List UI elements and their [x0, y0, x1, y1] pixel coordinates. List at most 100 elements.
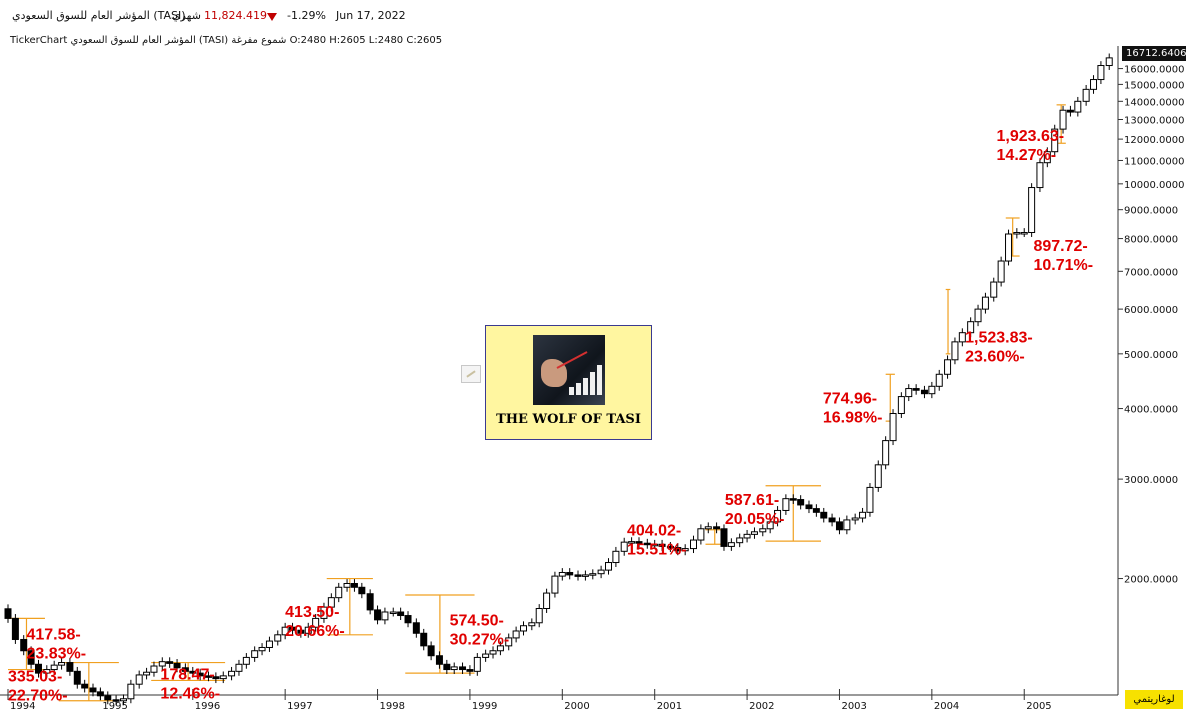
candle-body	[34, 663, 42, 674]
candle-body	[242, 656, 250, 665]
candle-body	[944, 359, 952, 375]
candle-body	[435, 655, 443, 665]
candle-body	[666, 545, 674, 549]
candle-body	[704, 526, 712, 530]
candle-body	[805, 504, 813, 510]
candle-body	[605, 562, 613, 571]
candle-body	[459, 666, 467, 671]
candle-body	[635, 541, 643, 544]
candle-body	[366, 593, 374, 611]
candle-body	[327, 597, 335, 608]
candle-body	[750, 531, 758, 535]
candle-body	[482, 653, 490, 658]
candle-body	[281, 626, 289, 636]
y-tick-label: 16000.0000	[1124, 65, 1184, 76]
candle-body	[466, 669, 474, 672]
candle-body	[528, 622, 536, 627]
candle-body	[789, 498, 797, 501]
candle-body	[335, 586, 343, 599]
candle-body	[119, 698, 127, 702]
drawdown-annotation: 30.27%-	[450, 632, 510, 649]
candle-body	[912, 388, 920, 391]
y-tick-label: 13000.0000	[1124, 115, 1184, 126]
drawdown-annotation: 23.83%-	[26, 645, 86, 662]
index-name[interactable]: المؤشر العام للسوق السعودي (TASI)	[12, 9, 186, 22]
candle-body	[782, 498, 790, 511]
candle-body	[4, 608, 12, 619]
logo-image	[533, 335, 605, 405]
candle-body	[443, 663, 451, 671]
x-tick-label: 2001	[657, 701, 682, 712]
candle-body	[774, 509, 782, 523]
annotations: 417.58- 23.83%- 335.03- 22.70%- 178.47- 12.46…	[8, 128, 1093, 704]
candle-body	[882, 440, 890, 466]
candle-body	[219, 675, 227, 680]
candle-body	[581, 574, 589, 577]
candle-body	[404, 615, 412, 624]
candle-body	[350, 583, 358, 588]
candle-body	[820, 511, 828, 519]
candle-body	[574, 574, 582, 577]
drawdown-annotation: 335.03-	[8, 668, 62, 685]
last-price-tag: 16712.6406	[1122, 46, 1186, 61]
log-scale-button[interactable]: لوغاريتمي	[1125, 690, 1183, 709]
candle-body	[620, 541, 628, 552]
y-tick-label: 14000.0000	[1124, 97, 1184, 108]
candle-body	[166, 661, 174, 664]
candle-body	[1105, 57, 1113, 67]
candle-body	[43, 669, 51, 674]
candle-body	[551, 575, 559, 594]
candle-body	[251, 650, 259, 658]
candle-body	[173, 662, 181, 669]
candle-body	[535, 608, 543, 624]
candle-body	[1082, 88, 1090, 102]
ohlc-readout: TickerChart المؤشر العام للسوق السعودي (…	[10, 35, 443, 46]
candle-body	[389, 611, 397, 614]
x-tick-label: 1998	[380, 701, 405, 712]
candle-body	[427, 645, 435, 657]
candle-body	[212, 676, 220, 680]
drawdown-annotation: 16.98%-	[823, 410, 883, 427]
y-tick-label: 4000.0000	[1124, 405, 1178, 416]
candle-body	[905, 388, 913, 398]
candle-body	[727, 542, 735, 547]
candle-body	[27, 650, 35, 665]
candle-body	[320, 606, 328, 619]
candle-body	[1005, 233, 1013, 262]
period-label[interactable]: شهري	[172, 9, 201, 22]
candles	[4, 53, 1113, 706]
candle-body	[1028, 187, 1036, 234]
candle-body	[358, 586, 366, 595]
candle-body	[50, 664, 58, 671]
candle-body	[828, 517, 836, 523]
y-tick-label: 11000.0000	[1124, 156, 1184, 167]
candle-body	[835, 521, 843, 531]
candle-body	[1074, 100, 1082, 113]
y-tick-label: 9000.0000	[1124, 206, 1178, 217]
date-label: Jun 17, 2022	[336, 9, 406, 22]
drawdown-annotation: 897.72-	[1033, 238, 1087, 255]
candle-body	[967, 321, 975, 334]
candle-body	[997, 260, 1005, 283]
y-tick-label: 15000.0000	[1124, 80, 1184, 91]
x-tick-label: 2004	[934, 701, 959, 712]
drawdown-annotation: 23.60%-	[965, 348, 1025, 365]
y-tick-label: 12000.0000	[1124, 135, 1184, 146]
candle-body	[974, 308, 982, 323]
x-tick-label: 1999	[472, 701, 497, 712]
candle-body	[928, 385, 936, 395]
candle-body	[543, 592, 551, 610]
candle-body	[651, 543, 659, 547]
candle-body	[505, 637, 513, 647]
x-tick-label: 2003	[841, 701, 866, 712]
candle-body	[143, 671, 151, 676]
candle-body	[304, 626, 312, 634]
candle-body	[958, 332, 966, 343]
drawdown-annotation: 178.47-	[160, 667, 214, 684]
candle-body	[990, 281, 998, 298]
candle-body	[58, 662, 66, 666]
candle-body	[11, 617, 19, 640]
candle-body	[158, 661, 166, 667]
candle-body	[736, 537, 744, 544]
